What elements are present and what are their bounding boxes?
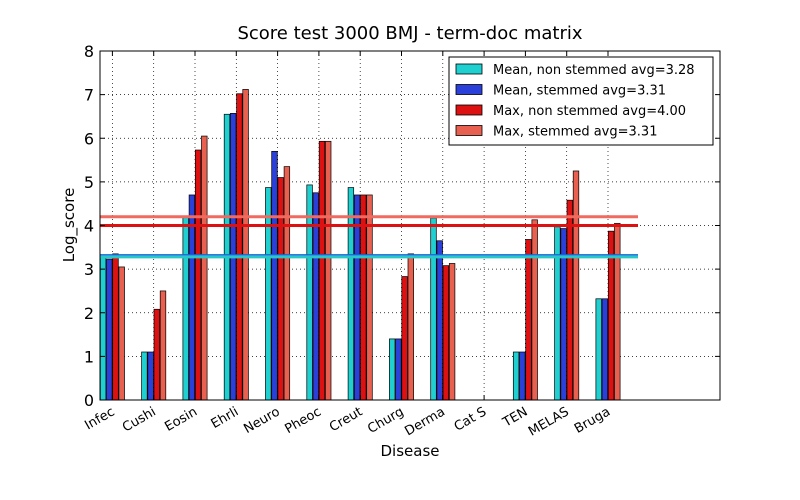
bar — [531, 219, 538, 401]
y-tick-label: 3 — [84, 260, 94, 279]
legend-box — [448, 56, 714, 146]
bar — [147, 351, 154, 401]
bar — [236, 93, 243, 401]
bar — [99, 255, 107, 401]
bar — [112, 253, 119, 401]
bar — [430, 217, 437, 401]
bar — [318, 140, 326, 401]
y-tick-label: 7 — [84, 86, 94, 105]
y-tick-label: 4 — [84, 217, 94, 236]
bar — [395, 338, 402, 401]
legend-label: Mean, stemmed avg=3.31 — [493, 84, 666, 99]
bar — [436, 240, 443, 401]
bar — [283, 166, 291, 401]
bar — [141, 351, 148, 401]
bar — [271, 150, 278, 401]
bar — [312, 192, 319, 401]
legend-label: Max, non stemmed avg=4.00 — [493, 104, 686, 119]
legend-swatch — [455, 125, 483, 136]
y-tick-label: 0 — [84, 391, 94, 410]
x-axis-label: Disease — [381, 442, 440, 460]
bar — [448, 263, 456, 401]
bar — [554, 226, 561, 401]
reference-lines — [100, 215, 638, 259]
bar — [512, 351, 520, 401]
bar — [106, 258, 113, 401]
bar — [242, 89, 249, 401]
bar — [442, 265, 450, 401]
y-tick-label: 2 — [84, 304, 94, 323]
y-axis-ticks: 0 1 2 3 4 5 6 7 8 — [84, 42, 720, 410]
bar — [572, 170, 580, 401]
bar — [601, 298, 609, 401]
bar — [389, 338, 396, 401]
legend-swatch — [455, 104, 483, 116]
bar — [153, 308, 160, 401]
bar — [265, 187, 272, 401]
legend-swatch — [455, 84, 483, 95]
bar — [525, 239, 532, 401]
bar — [347, 187, 355, 401]
bar — [118, 266, 125, 401]
bars — [99, 89, 621, 401]
bar — [566, 199, 573, 401]
y-tick-label: 8 — [84, 42, 94, 61]
bar — [614, 222, 621, 401]
bar — [407, 253, 414, 401]
y-tick-label: 5 — [84, 173, 94, 192]
bar — [519, 351, 526, 401]
bar — [194, 149, 202, 401]
legend-swatch — [455, 63, 483, 75]
chart-title: Score test 3000 BMJ - term-doc matrix — [237, 23, 582, 44]
bar — [182, 216, 189, 401]
bar — [277, 177, 284, 401]
bar — [595, 298, 602, 401]
legend-label: Mean, non stemmed avg=3.28 — [493, 63, 695, 78]
bar — [201, 135, 208, 401]
y-tick-label: 1 — [84, 347, 94, 366]
bar — [325, 140, 332, 401]
bar — [401, 276, 408, 401]
bar — [159, 290, 167, 401]
y-axis-label: Log_score — [60, 188, 79, 263]
legend-label: Max, stemmed avg=3.31 — [493, 125, 657, 140]
y-tick-label: 6 — [84, 129, 94, 148]
legend: Mean, non stemmed avg=3.28 Mean, stemmed … — [448, 56, 714, 146]
